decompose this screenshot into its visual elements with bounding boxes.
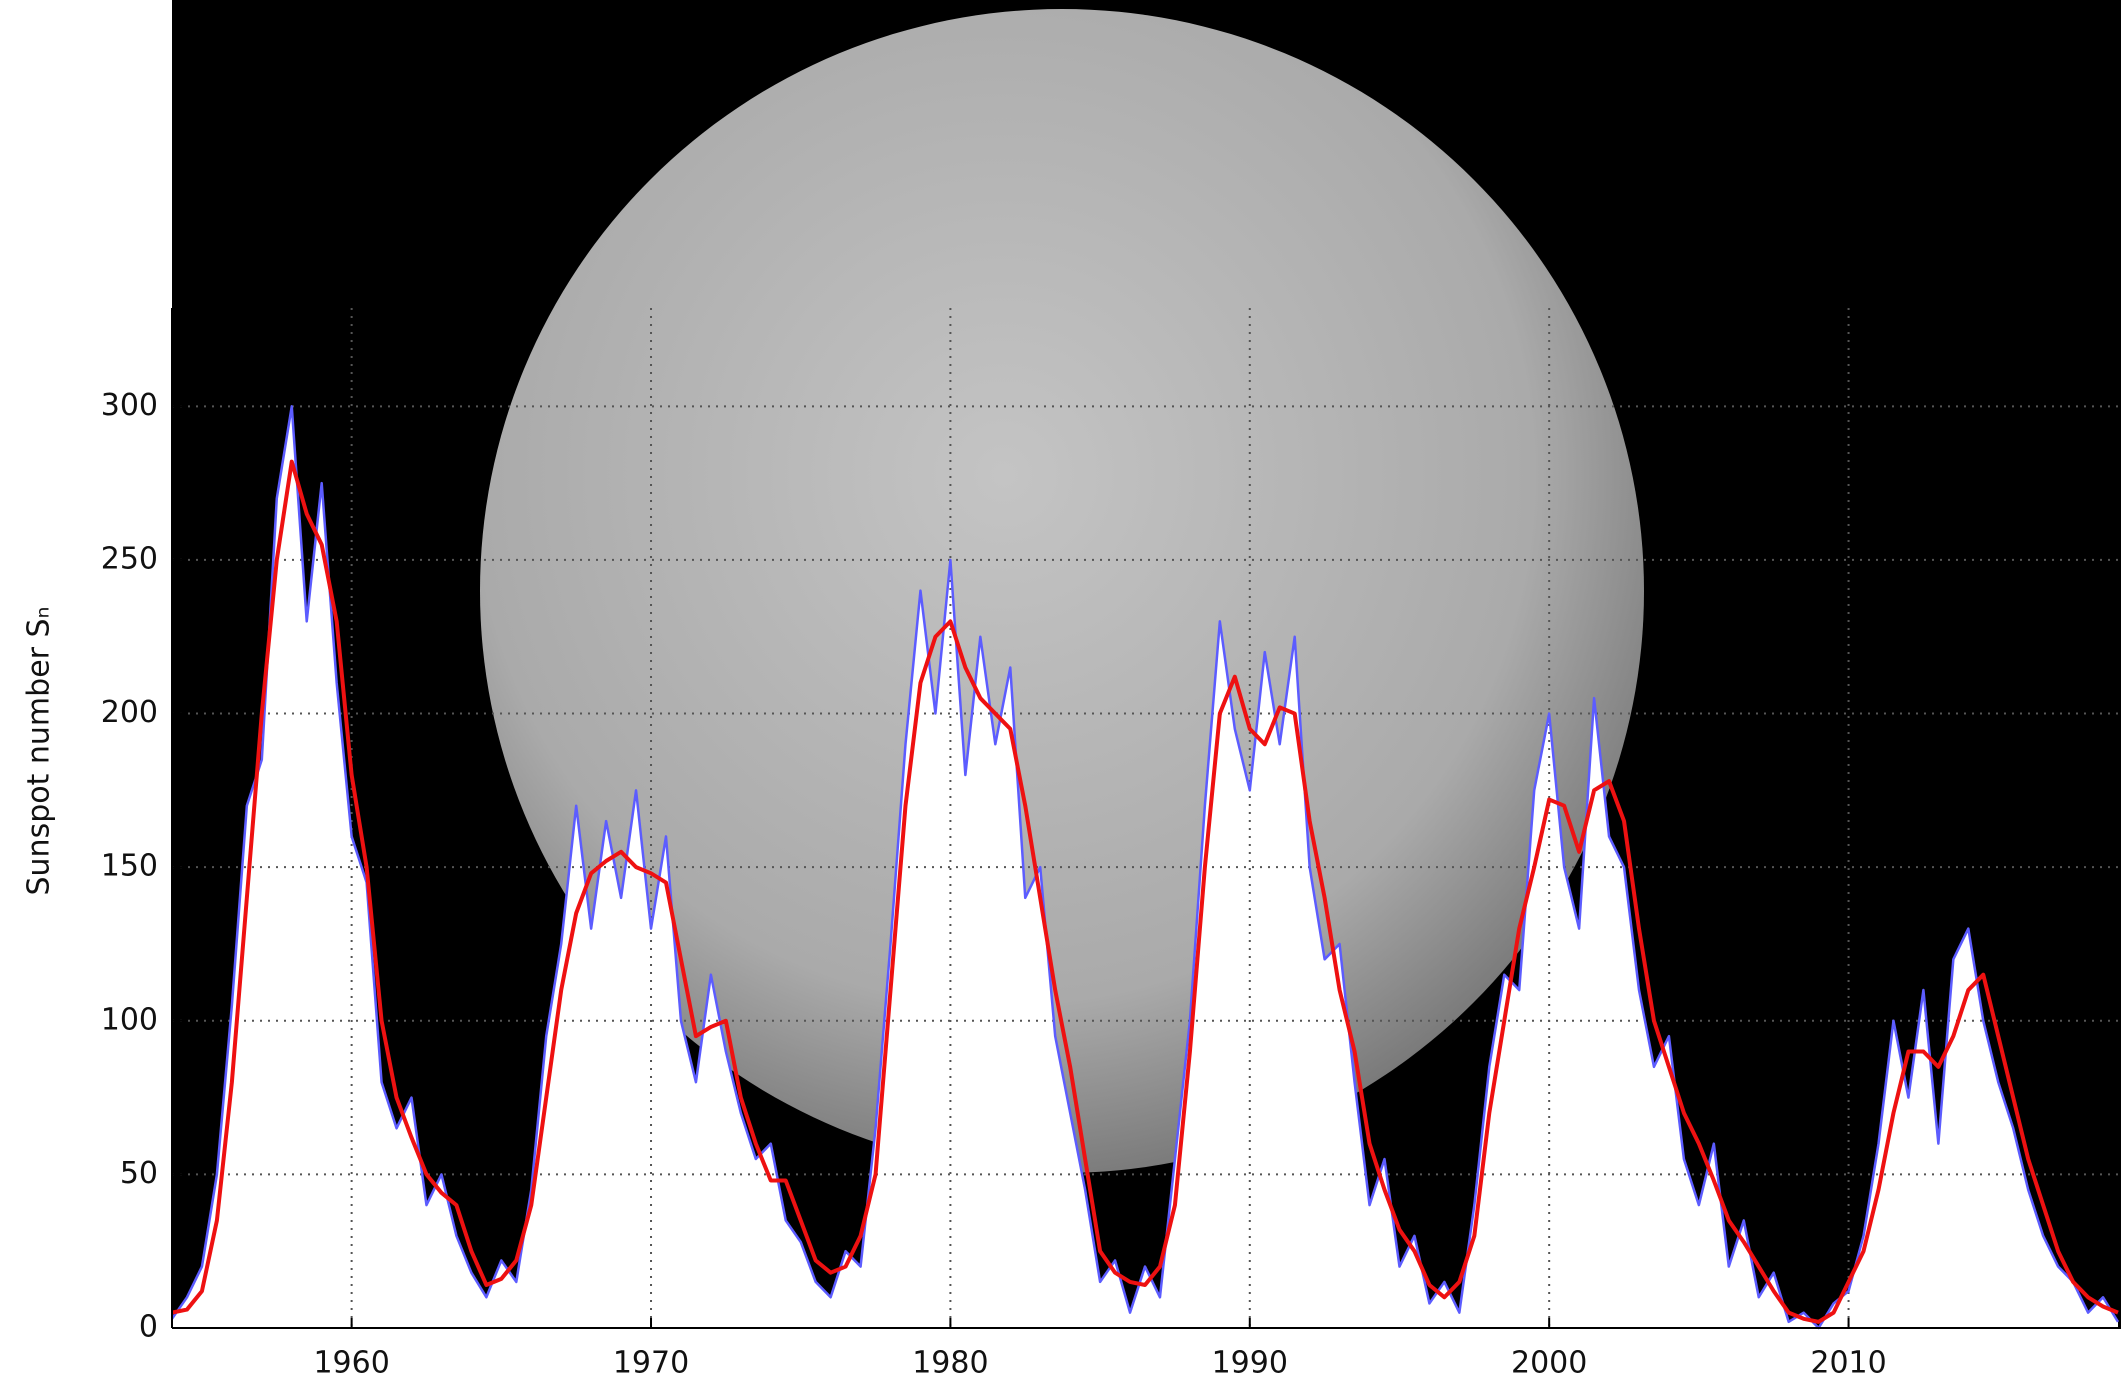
y-axis-label: Sunspot number Sₙ	[22, 606, 57, 895]
x-tick-label: 1980	[912, 1346, 988, 1381]
series-line	[171, 459, 2119, 1324]
sun-image	[480, 9, 1644, 1173]
y-tick-label: 300	[101, 388, 158, 423]
x-tick-label: 1990	[1212, 1346, 1288, 1381]
x-tick-label: 1960	[313, 1346, 389, 1381]
y-tick-label: 0	[139, 1310, 158, 1345]
y-tick-label: 250	[101, 541, 158, 576]
x-tick-label: 2000	[1511, 1346, 1587, 1381]
plot: 0 50 100 150 200 250 300 1960 1970 1980 1990 2000 20…	[101, 308, 2121, 1381]
y-tick-label: 50	[120, 1156, 158, 1191]
x-tick-label: 1970	[613, 1346, 689, 1381]
series-line	[170, 405, 2120, 1330]
x-tick-label: 2010	[1810, 1346, 1886, 1381]
y-tick-label: 200	[101, 695, 158, 730]
area-under-curve	[172, 406, 2119, 1329]
y-tick-label: 150	[101, 849, 158, 884]
y-tick-label: 100	[101, 1002, 158, 1037]
